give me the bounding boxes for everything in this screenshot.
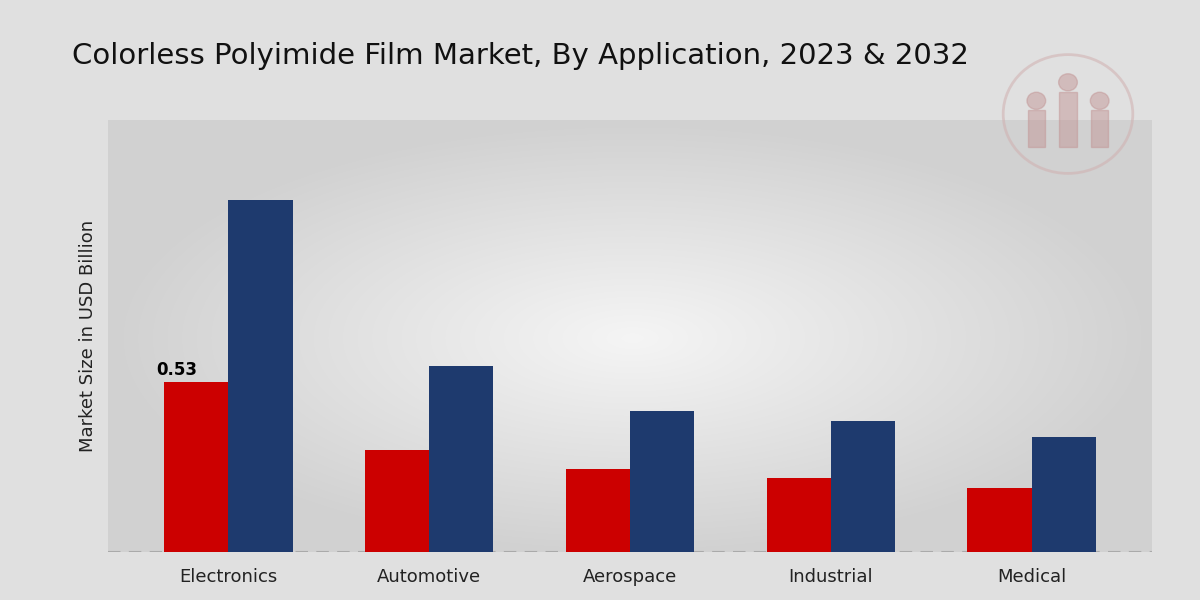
Text: Colorless Polyimide Film Market, By Application, 2023 & 2032: Colorless Polyimide Film Market, By Appl…	[72, 42, 968, 70]
Bar	[1032, 437, 1096, 552]
Bar	[1091, 110, 1109, 147]
Bar	[565, 469, 630, 552]
Bar	[630, 411, 695, 552]
Circle shape	[1027, 92, 1045, 109]
Bar	[767, 478, 830, 552]
Text: 0.53: 0.53	[156, 361, 197, 379]
Circle shape	[1091, 92, 1109, 109]
Bar	[430, 367, 493, 552]
Circle shape	[1058, 74, 1078, 91]
Bar	[1027, 110, 1045, 147]
Bar	[365, 449, 430, 552]
Bar	[1060, 92, 1076, 147]
Bar	[967, 488, 1032, 552]
Bar	[228, 200, 293, 552]
Bar	[830, 421, 895, 552]
Bar	[164, 382, 228, 552]
Y-axis label: Market Size in USD Billion: Market Size in USD Billion	[79, 220, 97, 452]
